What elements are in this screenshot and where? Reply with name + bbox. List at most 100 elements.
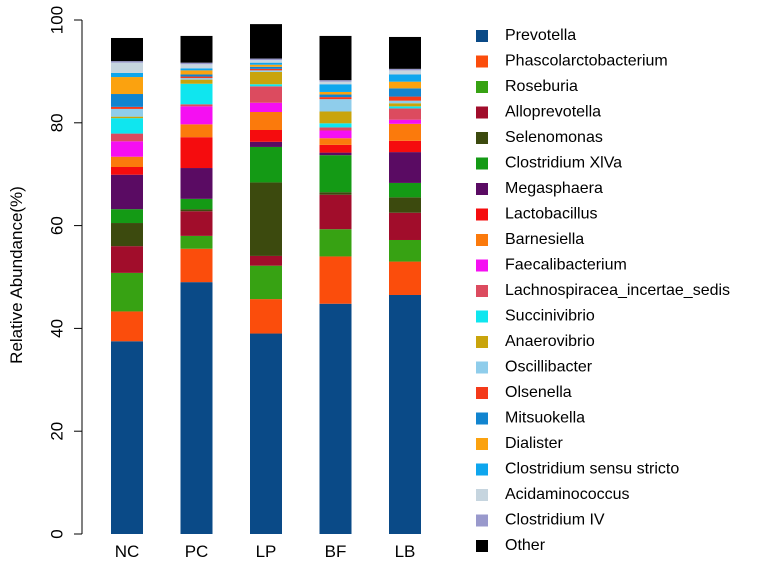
bar-segment xyxy=(250,299,282,334)
legend-swatch xyxy=(476,157,488,170)
bar-segment xyxy=(180,248,213,283)
bar-segment xyxy=(319,81,352,85)
bar-segment xyxy=(111,77,143,95)
bar-segment xyxy=(180,198,213,210)
legend-label: Megasphaera xyxy=(505,180,603,197)
bar-segment xyxy=(389,140,421,153)
bar-segment xyxy=(319,194,352,230)
bar-segment xyxy=(111,106,143,109)
bar-segment xyxy=(250,141,282,147)
legend-item: Acidaminococcus xyxy=(476,486,630,503)
legend-swatch xyxy=(476,310,488,323)
bar-segment xyxy=(389,106,421,109)
legend-item: Oscillibacter xyxy=(476,359,593,376)
bar-segment xyxy=(111,223,143,247)
bar-segment xyxy=(180,137,213,169)
bar-segment xyxy=(389,96,421,101)
bar-segment xyxy=(111,209,143,224)
legend-label: Anaerovibrio xyxy=(505,333,595,350)
bar-segment xyxy=(319,111,352,124)
legend-item: Clostridium IV xyxy=(476,512,605,529)
legend-swatch xyxy=(476,183,488,195)
y-tick-label: 0 xyxy=(47,529,66,538)
bar-segment xyxy=(389,108,421,120)
legend-swatch xyxy=(476,412,488,425)
bar-segment xyxy=(111,167,143,175)
bar-segment xyxy=(111,116,143,119)
legend-label: Clostridium XlVa xyxy=(505,155,622,172)
bar-segment xyxy=(319,97,352,100)
bar-segment xyxy=(389,88,421,97)
legend-swatch xyxy=(476,336,488,348)
x-tick-label: NC xyxy=(115,542,140,561)
bar-segment xyxy=(111,174,143,210)
bar-segment xyxy=(250,265,282,300)
bar-segment xyxy=(111,133,143,142)
bar-segment xyxy=(111,61,143,63)
bar-segment xyxy=(111,118,143,134)
bar-segment xyxy=(250,86,282,103)
legend-item: Lachnospiracea_incertae_sedis xyxy=(476,282,730,299)
bar-segment xyxy=(180,282,213,534)
bar-segment xyxy=(250,60,282,63)
legend-swatch xyxy=(476,514,488,527)
legend-swatch xyxy=(476,208,488,221)
legend-item: Faecalibacterium xyxy=(476,257,627,274)
legend-swatch xyxy=(476,387,488,399)
x-tick-label: PC xyxy=(185,542,209,561)
legend: Prevotella Phascolarctobacterium Roseburia… xyxy=(476,27,730,554)
bar-segment xyxy=(389,36,421,69)
bar-segment xyxy=(389,197,421,213)
bar-segment xyxy=(319,91,352,95)
legend-swatch xyxy=(476,540,488,552)
bar-segment xyxy=(319,123,352,128)
bar-segment xyxy=(250,24,282,59)
legend-item: Barnesiella xyxy=(476,231,584,248)
bar-segment xyxy=(319,99,352,112)
bar-segment xyxy=(389,81,421,89)
bar-segment xyxy=(180,168,213,199)
legend-label: Lachnospiracea_incertae_sedis xyxy=(505,282,730,299)
legend-item: Succinivibrio xyxy=(476,308,595,325)
bar-segment xyxy=(319,256,352,304)
bar-segment xyxy=(111,246,143,273)
bar-stack-pc xyxy=(180,35,213,534)
legend-item: Roseburia xyxy=(476,78,578,95)
bar-segment xyxy=(319,130,352,139)
legend-label: Prevotella xyxy=(505,27,576,44)
bar-segment xyxy=(180,74,213,77)
bar-segment xyxy=(389,74,421,82)
bar-stack-lb xyxy=(389,36,421,534)
bar-segment xyxy=(111,108,143,117)
legend-label: Phascolarctobacterium xyxy=(505,53,668,70)
bar-segment xyxy=(180,124,213,138)
bar-segment xyxy=(250,68,282,71)
legend-swatch xyxy=(476,285,488,297)
legend-label: Clostridium sensu stricto xyxy=(505,461,679,478)
legend-label: Alloprevotella xyxy=(505,104,601,121)
bar-segment xyxy=(319,155,352,193)
legend-item: Selenomonas xyxy=(476,129,603,146)
bar-segment xyxy=(180,106,213,125)
bar-segment xyxy=(250,64,282,67)
legend-item: Clostridium sensu stricto xyxy=(476,461,679,478)
bar-segment xyxy=(319,84,352,92)
legend-item: Olsenella xyxy=(476,384,572,401)
bar-segment xyxy=(319,229,352,257)
bar-segment xyxy=(389,103,421,107)
legend-swatch xyxy=(476,438,488,450)
bar-stack-lp xyxy=(250,24,282,534)
bar-segment xyxy=(319,80,352,82)
bar-segment xyxy=(319,35,352,81)
bar-segment xyxy=(180,70,213,75)
bar-stacks xyxy=(111,24,421,534)
legend-swatch xyxy=(476,106,488,119)
bar-segment xyxy=(319,138,352,145)
legend-label: Faecalibacterium xyxy=(505,257,627,274)
bar-segment xyxy=(180,209,213,212)
legend-label: Selenomonas xyxy=(505,129,603,146)
bar-segment xyxy=(180,68,213,71)
bar-segment xyxy=(250,182,282,256)
bar-segment xyxy=(180,79,213,84)
